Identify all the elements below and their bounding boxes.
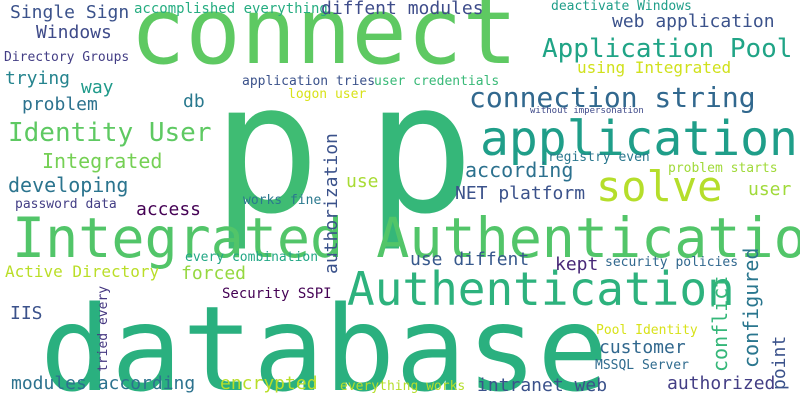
word-using-integrated: using Integrated — [577, 58, 732, 77]
word-active-directory: Active Directory — [5, 262, 160, 281]
word-authentication: Authentication — [347, 262, 735, 316]
word-accomplished-everything: accomplished everything — [134, 1, 328, 17]
word-problem-starts: problem starts — [668, 161, 778, 176]
word-connect: connect — [130, 0, 518, 85]
word-application: application — [480, 111, 798, 167]
word-pool-identity: Pool Identity — [596, 323, 698, 338]
word-single-sign: Single Sign — [10, 2, 130, 23]
word-user-credentials: user credentials — [374, 74, 500, 89]
word-solve: solve — [596, 162, 723, 211]
word-forced: forced — [181, 263, 247, 284]
word-authorized: authorized — [667, 373, 776, 394]
word-without-impersonation: without impersonation — [530, 106, 644, 116]
word-p-right: p — [366, 45, 475, 254]
word-password-data: password data — [15, 197, 117, 212]
word-iis: IIS — [10, 303, 43, 324]
word-application-pool: Application Pool — [542, 34, 793, 64]
word-modules-according: modules according — [11, 373, 196, 394]
word-trying: trying — [5, 68, 71, 89]
word-customer: customer — [599, 337, 686, 358]
word-according: according — [465, 158, 574, 182]
word-security-sspi: Security SSPI — [222, 286, 332, 302]
word-problem: problem — [22, 94, 98, 115]
word-intranet-web: intranet web — [477, 375, 608, 396]
word-p-left: p — [212, 45, 321, 254]
word-security-policies: security policies — [605, 255, 739, 270]
word-logon-user: logon user — [288, 87, 367, 102]
word-configured: configured — [739, 247, 763, 368]
word-database: database — [40, 280, 609, 400]
word-identity-user: Identity User — [8, 118, 212, 148]
word-connection-string: connection string — [469, 81, 756, 114]
word-integrated: Integrated — [42, 149, 163, 173]
word-mssql-server: MSSQL Server — [595, 358, 689, 373]
word-db: db — [183, 91, 205, 112]
word-kept: kept — [555, 254, 599, 275]
word-application-tries: application tries — [242, 74, 376, 89]
word-user: user — [748, 179, 792, 200]
word-access: access — [136, 199, 202, 220]
word-integrated-authentication: Integrated Authentication — [12, 206, 800, 270]
word-every-combination: every combination — [185, 250, 319, 265]
word-everything-works: everything works — [340, 379, 466, 394]
word-tried-every: tried every — [96, 285, 111, 372]
word-directory-groups: Directory Groups — [4, 50, 130, 65]
word-use-diffent: use diffent — [410, 249, 530, 270]
word-developing: developing — [8, 173, 129, 197]
word-net-platform: NET platform — [455, 183, 586, 204]
word-encrypted: encrypted — [220, 373, 318, 394]
word-conflict: conflict — [708, 275, 732, 372]
word-registry-even: registry even — [548, 150, 650, 165]
word-authorization: authorization — [321, 133, 342, 274]
word-deactivate-windows: deactivate Windows — [551, 0, 692, 14]
word-works-fine: works fine — [243, 193, 322, 208]
word-use: use — [346, 171, 379, 192]
word-diffent-modules: diffent modules — [321, 0, 484, 19]
word-windows: Windows — [36, 22, 112, 43]
word-web-application: web application — [612, 11, 775, 32]
word-way: way — [81, 77, 114, 98]
